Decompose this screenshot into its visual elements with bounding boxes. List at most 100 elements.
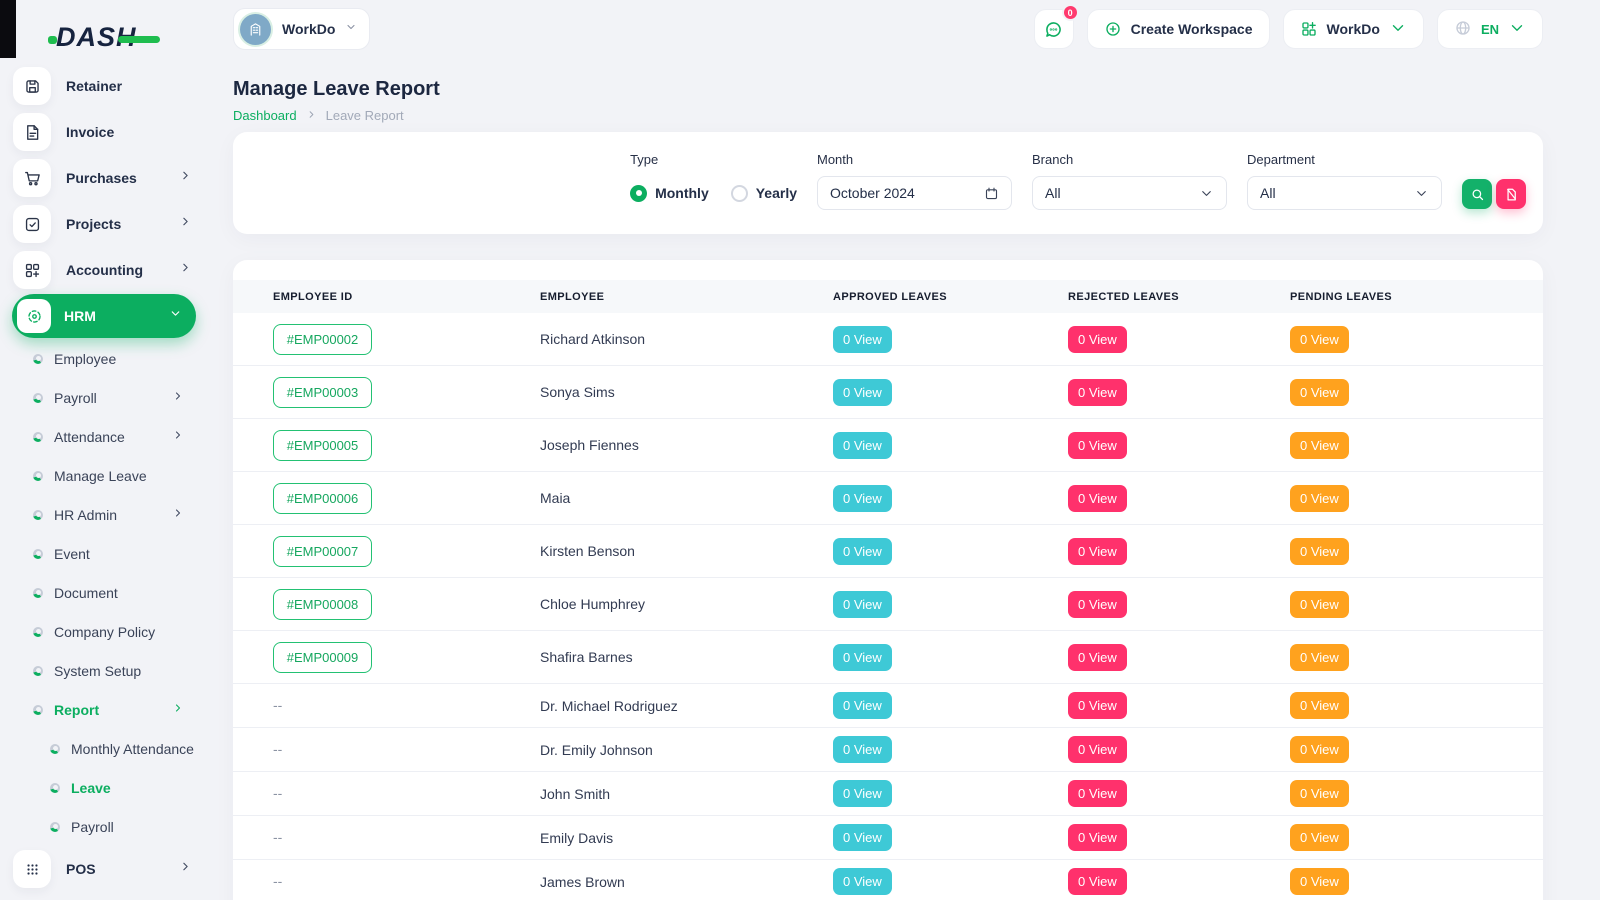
approved-leaves-badge[interactable]: 0 View (833, 868, 892, 895)
pending-leaves-badge[interactable]: 0 View (1290, 538, 1349, 565)
rejected-leaves-badge[interactable]: 0 View (1068, 824, 1127, 851)
workspace-dropdown[interactable]: WorkDo (1283, 9, 1424, 49)
rejected-leaves-badge[interactable]: 0 View (1068, 780, 1127, 807)
month-value: October 2024 (830, 185, 984, 201)
sidebar-item-projects[interactable]: Projects (0, 201, 210, 247)
approved-leaves-badge[interactable]: 0 View (833, 485, 892, 512)
pending-leaves-badge[interactable]: 0 View (1290, 379, 1349, 406)
pending-leaves-badge[interactable]: 0 View (1290, 692, 1349, 719)
breadcrumb-dashboard-link[interactable]: Dashboard (233, 108, 297, 123)
sidebar-item-manage-leave[interactable]: Manage Leave (0, 456, 210, 495)
table-row: --Dr. Emily Johnson0 View0 View0 View (233, 728, 1543, 772)
type-label: Type (630, 152, 797, 167)
rejected-leaves-badge[interactable]: 0 View (1068, 538, 1127, 565)
sidebar-item-label: System Setup (54, 663, 210, 679)
rejected-leaves-badge[interactable]: 0 View (1068, 591, 1127, 618)
workspace-selector[interactable]: WorkDo (233, 8, 370, 50)
sidebar-item-company-policy[interactable]: Company Policy (0, 612, 210, 651)
page-title: Manage Leave Report (233, 78, 1543, 101)
approved-leaves-badge[interactable]: 0 View (833, 692, 892, 719)
department-select[interactable]: All (1247, 176, 1442, 210)
employee-id-button[interactable]: #EMP00002 (273, 324, 372, 355)
rejected-leaves-badge[interactable]: 0 View (1068, 379, 1127, 406)
approved-leaves-badge[interactable]: 0 View (833, 432, 892, 459)
employee-id-button[interactable]: #EMP00006 (273, 483, 372, 514)
pending-leaves-badge[interactable]: 0 View (1290, 644, 1349, 671)
sidebar-item-monthly-attendance[interactable]: Monthly Attendance (0, 729, 210, 768)
pending-leaves-badge[interactable]: 0 View (1290, 780, 1349, 807)
sidebar-item-label: Employee (54, 351, 210, 367)
approved-leaves-badge[interactable]: 0 View (833, 736, 892, 763)
employee-name: James Brown (540, 874, 833, 890)
employee-name: Dr. Michael Rodriguez (540, 698, 833, 714)
bullet-icon (33, 432, 43, 442)
sidebar-item-hrm[interactable]: HRM (12, 294, 196, 338)
pending-leaves-badge[interactable]: 0 View (1290, 591, 1349, 618)
employee-id-button[interactable]: #EMP00005 (273, 430, 372, 461)
sidebar-item-leave[interactable]: Leave (0, 768, 210, 807)
type-radio-monthly[interactable]: Monthly (630, 185, 709, 202)
rejected-leaves-badge[interactable]: 0 View (1068, 644, 1127, 671)
rejected-leaves-badge[interactable]: 0 View (1068, 868, 1127, 895)
sidebar-item-system-setup[interactable]: System Setup (0, 651, 210, 690)
pending-leaves-badge[interactable]: 0 View (1290, 824, 1349, 851)
employee-id-button[interactable]: #EMP00008 (273, 589, 372, 620)
approved-leaves-badge[interactable]: 0 View (833, 538, 892, 565)
sidebar-item-report[interactable]: Report (0, 690, 210, 729)
sidebar-item-payroll[interactable]: Payroll (0, 378, 210, 417)
branch-select[interactable]: All (1032, 176, 1227, 210)
approved-leaves-badge[interactable]: 0 View (833, 824, 892, 851)
rejected-leaves-badge[interactable]: 0 View (1068, 736, 1127, 763)
sidebar-item-label: Event (54, 546, 210, 562)
create-workspace-button[interactable]: Create Workspace (1087, 9, 1270, 49)
sidebar-item-payroll[interactable]: Payroll (0, 807, 210, 846)
pending-leaves-badge[interactable]: 0 View (1290, 868, 1349, 895)
approved-leaves-badge[interactable]: 0 View (833, 379, 892, 406)
sidebar-item-label: Leave (71, 780, 210, 796)
type-filter-group: Type Monthly Yearly (630, 152, 797, 210)
sidebar-item-employee[interactable]: Employee (0, 339, 210, 378)
bullet-icon (33, 549, 43, 559)
rejected-leaves-badge[interactable]: 0 View (1068, 432, 1127, 459)
rejected-leaves-badge[interactable]: 0 View (1068, 326, 1127, 353)
sidebar-item-purchases[interactable]: Purchases (0, 155, 210, 201)
messages-button[interactable]: 0 (1034, 9, 1074, 49)
approved-leaves-badge[interactable]: 0 View (833, 591, 892, 618)
employee-id-button[interactable]: #EMP00003 (273, 377, 372, 408)
approved-leaves-badge[interactable]: 0 View (833, 644, 892, 671)
branch-value: All (1045, 185, 1199, 201)
sidebar-item-attendance[interactable]: Attendance (0, 417, 210, 456)
reset-filter-button[interactable] (1496, 179, 1526, 209)
hrm-icon (25, 307, 44, 326)
sidebar-item-hr-admin[interactable]: HR Admin (0, 495, 210, 534)
sidebar-item-accounting[interactable]: Accounting (0, 247, 210, 293)
month-input[interactable]: October 2024 (817, 176, 1012, 210)
employee-id-button[interactable]: #EMP00009 (273, 642, 372, 673)
chevron-right-icon (179, 215, 192, 233)
approved-leaves-badge[interactable]: 0 View (833, 326, 892, 353)
sidebar-item-pos[interactable]: POS (0, 846, 210, 892)
rejected-leaves-badge[interactable]: 0 View (1068, 485, 1127, 512)
sidebar-item-label: POS (66, 861, 179, 877)
sidebar-item-document[interactable]: Document (0, 573, 210, 612)
pending-leaves-badge[interactable]: 0 View (1290, 326, 1349, 353)
search-button[interactable] (1462, 179, 1492, 209)
table-row: --Dr. Michael Rodriguez0 View0 View0 Vie… (233, 684, 1543, 728)
type-radio-yearly[interactable]: Yearly (731, 185, 797, 202)
pending-leaves-badge[interactable]: 0 View (1290, 736, 1349, 763)
sidebar-item-event[interactable]: Event (0, 534, 210, 573)
table-row: #EMP00003Sonya Sims0 View0 View0 View (233, 366, 1543, 419)
chevron-right-icon (179, 261, 192, 279)
sidebar-item-label: Purchases (66, 170, 179, 186)
pending-leaves-badge[interactable]: 0 View (1290, 485, 1349, 512)
pending-leaves-badge[interactable]: 0 View (1290, 432, 1349, 459)
sidebar-item-invoice[interactable]: Invoice (0, 109, 210, 155)
bullet-icon (33, 471, 43, 481)
language-selector[interactable]: EN (1437, 9, 1543, 49)
approved-leaves-badge[interactable]: 0 View (833, 780, 892, 807)
sidebar-item-retainer[interactable]: Retainer (0, 63, 210, 109)
employee-id-button[interactable]: #EMP00007 (273, 536, 372, 567)
projects-icon (13, 205, 51, 243)
rejected-leaves-badge[interactable]: 0 View (1068, 692, 1127, 719)
bullet-icon (33, 588, 43, 598)
